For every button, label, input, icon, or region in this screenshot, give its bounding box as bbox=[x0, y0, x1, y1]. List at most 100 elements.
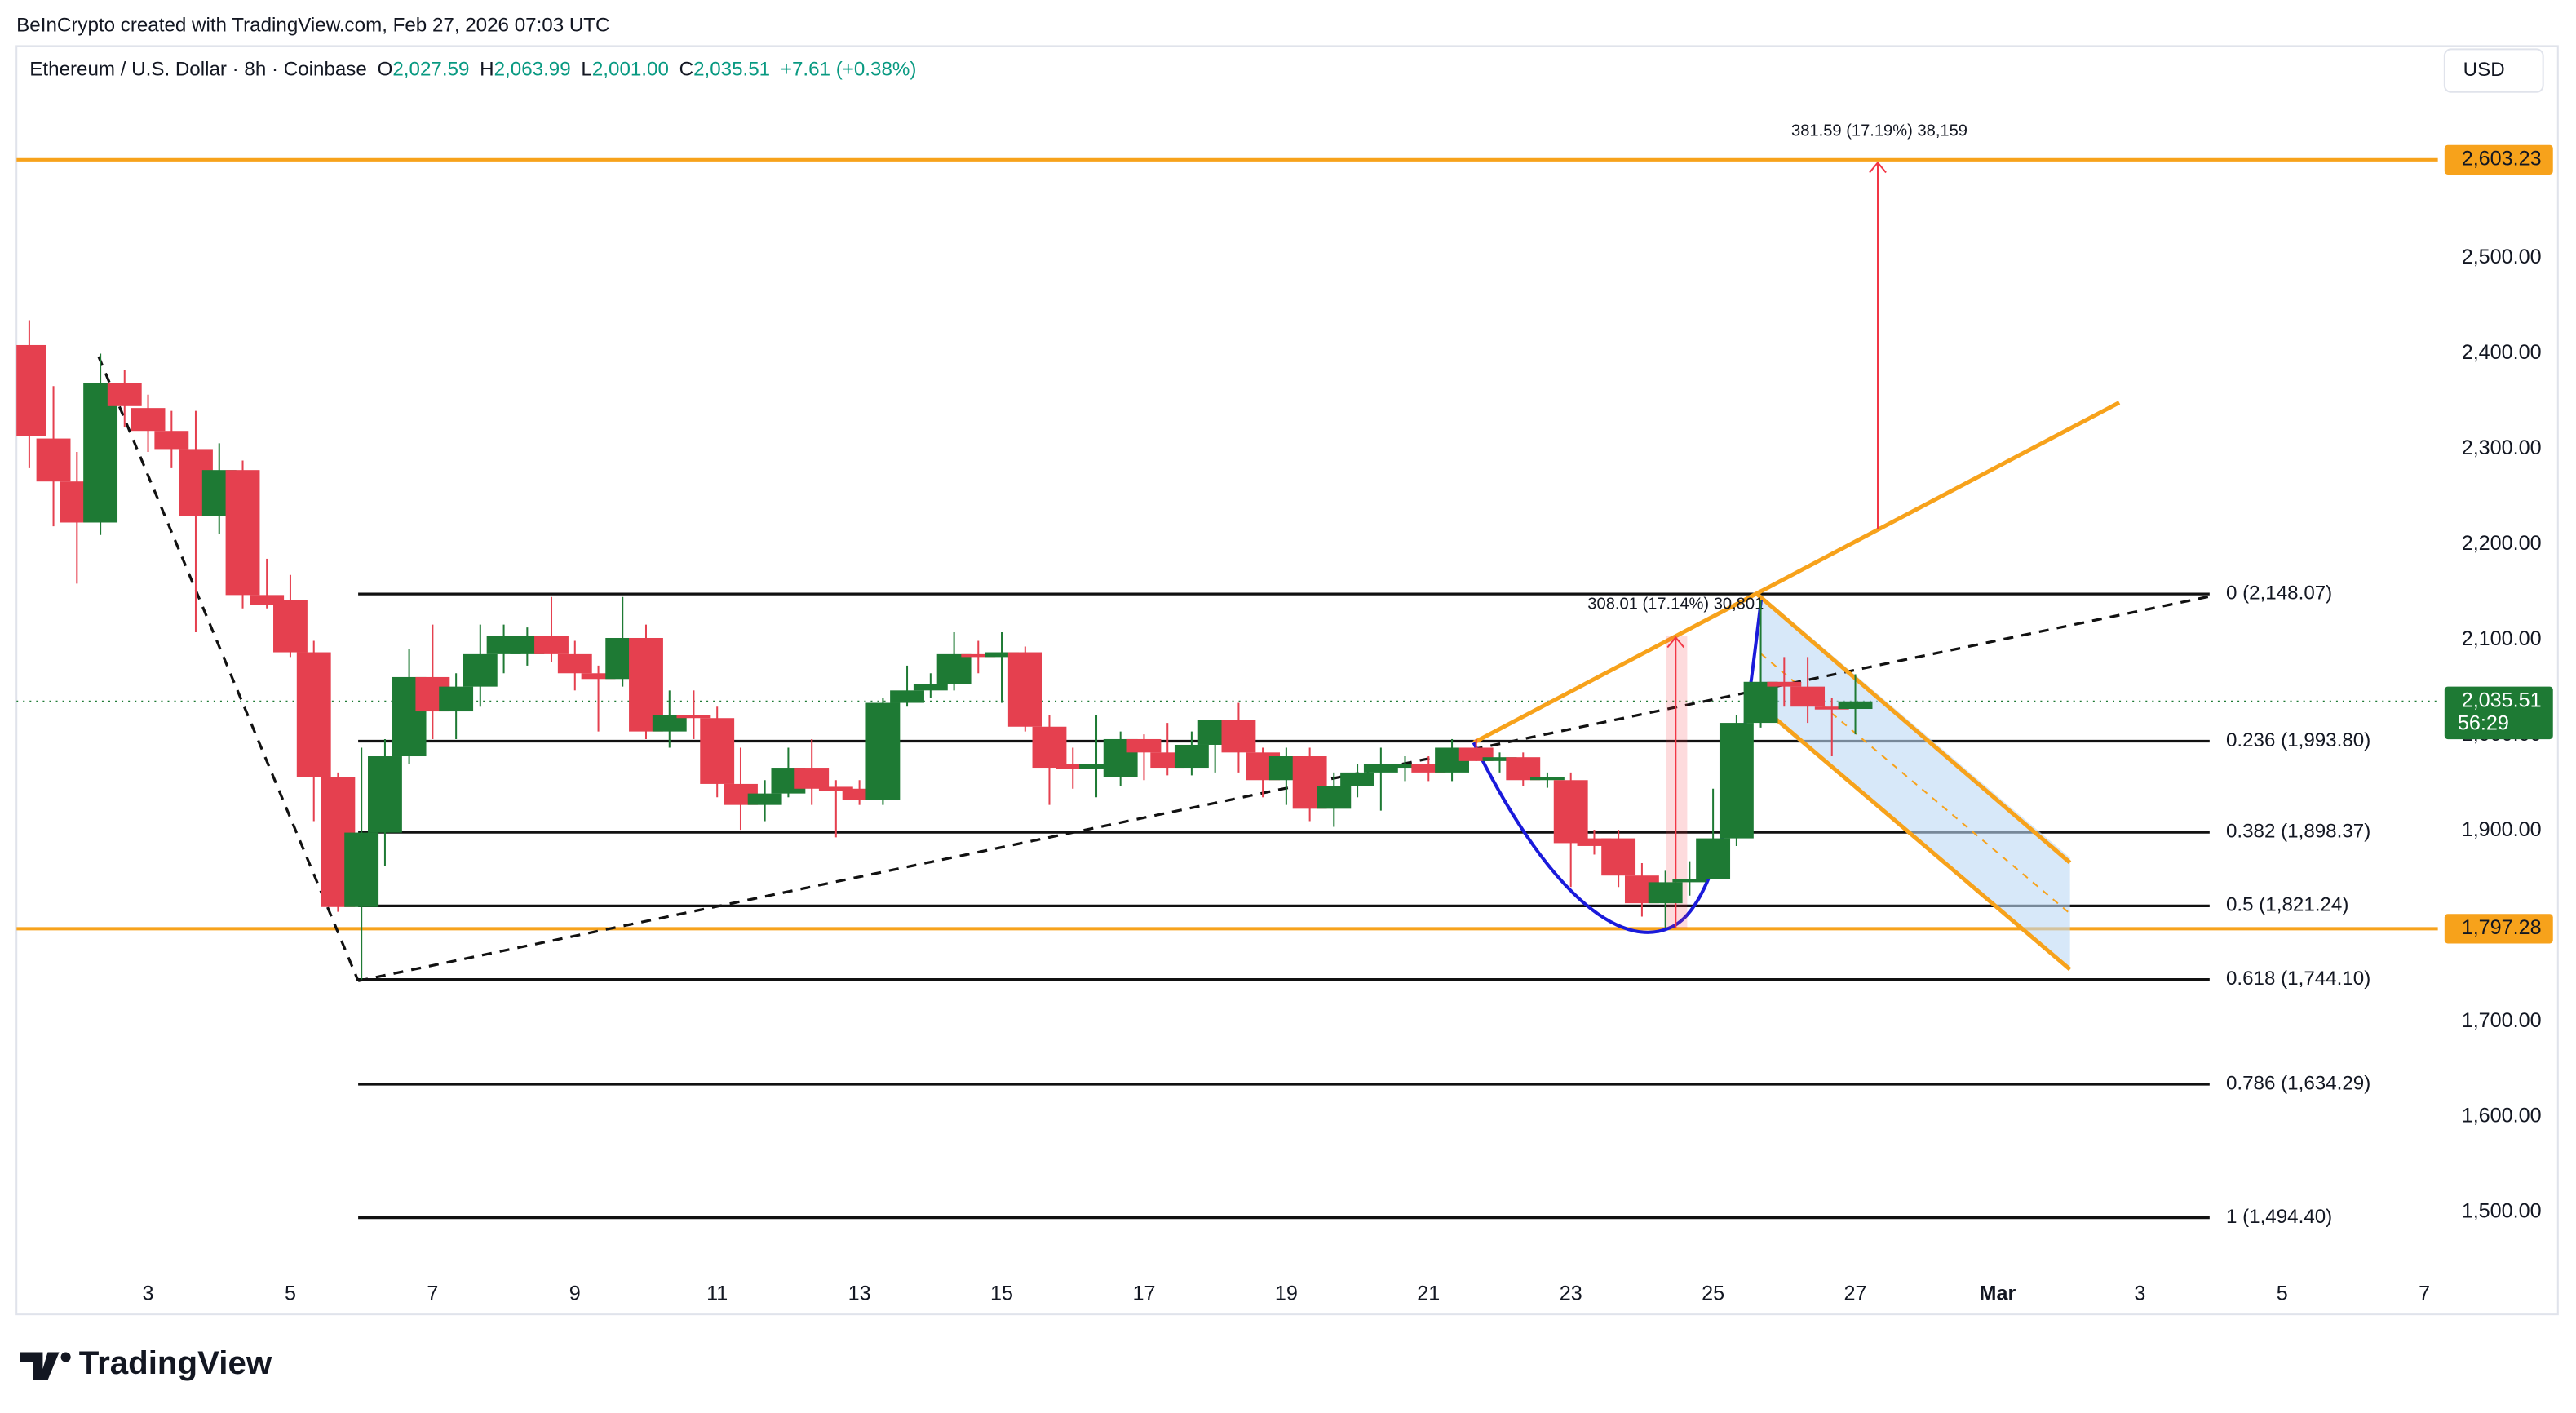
candle-body bbox=[463, 653, 498, 687]
fib-label: 0 (2,148.07) bbox=[2226, 582, 2332, 604]
y-tick-label: 2,100.00 bbox=[2462, 627, 2542, 650]
flag-fill bbox=[1761, 595, 2070, 970]
price-box-label: 1,797.28 bbox=[2462, 916, 2542, 939]
legend-key: H bbox=[480, 59, 494, 81]
price-box-label: 2,603.23 bbox=[2462, 147, 2542, 170]
currency-label[interactable]: USD bbox=[2463, 59, 2505, 81]
fib-label: 1 (1,494.40) bbox=[2226, 1206, 2332, 1228]
candle-body bbox=[747, 793, 782, 805]
candle-body bbox=[225, 470, 260, 596]
arrow-head bbox=[1869, 161, 1887, 174]
candle-body bbox=[1743, 681, 1778, 724]
candle-body bbox=[296, 652, 331, 777]
x-tick-label: 13 bbox=[848, 1282, 871, 1305]
attribution: BeInCrypto created with TradingView.com,… bbox=[16, 15, 609, 37]
candle-body bbox=[818, 786, 853, 791]
candle-body bbox=[700, 718, 735, 784]
candle-body bbox=[1672, 879, 1707, 883]
x-tick-label: 7 bbox=[427, 1282, 438, 1305]
candle-body bbox=[1056, 764, 1091, 769]
candle-body bbox=[1506, 757, 1541, 781]
candle-body bbox=[1411, 764, 1446, 773]
legend-key: O bbox=[378, 59, 393, 81]
candle-body bbox=[1340, 772, 1375, 786]
legend-value: 2,035.51 bbox=[693, 59, 770, 81]
candle-body bbox=[1317, 786, 1352, 809]
trend-line bbox=[357, 595, 2211, 982]
candle-body bbox=[1388, 764, 1423, 769]
trend-line bbox=[97, 356, 360, 981]
fib-label: 0.618 (1,744.10) bbox=[2226, 968, 2370, 990]
candle-body bbox=[1696, 838, 1731, 879]
candle-body bbox=[890, 690, 924, 703]
candle-body bbox=[865, 702, 901, 800]
y-tick-label: 1,500.00 bbox=[2462, 1200, 2542, 1223]
currency-button[interactable] bbox=[2443, 48, 2544, 93]
candle-body bbox=[250, 595, 285, 605]
levels bbox=[16, 157, 2438, 1220]
x-tick-label: 3 bbox=[143, 1282, 154, 1305]
brand-logo: TradingView bbox=[20, 1344, 272, 1381]
fib-label: 0.236 (1,993.80) bbox=[2226, 729, 2370, 751]
legend-key: L bbox=[581, 59, 591, 81]
candle-body bbox=[1174, 744, 1209, 769]
x-tick-label: 5 bbox=[2277, 1282, 2288, 1305]
candles bbox=[16, 320, 1873, 980]
candle-body bbox=[131, 408, 166, 432]
y-tick-label: 2,500.00 bbox=[2462, 246, 2542, 268]
y-tick-label: 2,400.00 bbox=[2462, 341, 2542, 364]
measure-label: 381.59 (17.19%) 38,159 bbox=[1791, 122, 1967, 140]
candle-body bbox=[439, 686, 474, 712]
x-tick-label: 17 bbox=[1132, 1282, 1155, 1305]
drawings: 381.59 (17.19%) 38,159 308.01 (17.14%) 3… bbox=[97, 122, 2211, 982]
brand-name: TradingView bbox=[79, 1344, 272, 1381]
x-tick-label: Mar bbox=[1980, 1282, 2016, 1305]
y-tick-label: 1,600.00 bbox=[2462, 1105, 2542, 1127]
last-price-label: 2,035.51 bbox=[2462, 689, 2542, 711]
candle-body bbox=[961, 653, 996, 658]
x-tick-label: 21 bbox=[1417, 1282, 1440, 1305]
x-tick-label: 3 bbox=[2134, 1282, 2145, 1305]
y-tick-label: 1,700.00 bbox=[2462, 1009, 2542, 1032]
legend-change: +7.61 (+0.38%) bbox=[781, 59, 917, 81]
candle-body bbox=[1553, 780, 1588, 844]
x-tick-label: 15 bbox=[990, 1282, 1013, 1305]
y-tick-label: 1,900.00 bbox=[2462, 818, 2542, 841]
last-price-box bbox=[2444, 686, 2553, 740]
x-tick-label: 5 bbox=[285, 1282, 296, 1305]
countdown-label: 56:29 bbox=[2458, 712, 2509, 735]
flag-lower bbox=[1759, 705, 2072, 972]
price-box bbox=[2444, 914, 2553, 944]
legend-value: 2,001.00 bbox=[592, 59, 669, 81]
candle-body bbox=[676, 715, 711, 719]
measure-label: 308.01 (17.14%) 30,801 bbox=[1587, 595, 1764, 613]
legend-value: 2,063.99 bbox=[494, 59, 571, 81]
x-tick-label: 27 bbox=[1844, 1282, 1867, 1305]
candle-body bbox=[107, 383, 142, 406]
candle-body bbox=[985, 652, 1019, 658]
candle-body bbox=[794, 768, 830, 789]
legend-value: 2,027.59 bbox=[392, 59, 469, 81]
candle-body bbox=[936, 653, 972, 684]
flag-upper bbox=[1756, 593, 2072, 865]
logo-mark bbox=[20, 1352, 60, 1380]
candle-body bbox=[534, 636, 569, 654]
y-tick-label: 2,300.00 bbox=[2462, 436, 2542, 459]
candle-body bbox=[1767, 681, 1802, 687]
fib-label: 0.382 (1,898.37) bbox=[2226, 821, 2370, 843]
candle-body bbox=[1719, 723, 1754, 839]
candle-body bbox=[1577, 838, 1612, 846]
channel-line bbox=[1472, 401, 2121, 745]
candle-body bbox=[1648, 882, 1683, 904]
candle-body bbox=[1221, 720, 1256, 753]
x-tick-label: 23 bbox=[1560, 1282, 1582, 1305]
candle-body bbox=[1363, 764, 1398, 773]
candle-body bbox=[83, 383, 118, 523]
symbol-title: Ethereum / U.S. Dollar · 8h · Coinbase bbox=[29, 59, 367, 81]
candle-body bbox=[16, 344, 46, 436]
candle-body bbox=[36, 438, 71, 482]
chart-frame bbox=[15, 45, 2559, 1316]
y-tick-label: 2,200.00 bbox=[2462, 532, 2542, 555]
